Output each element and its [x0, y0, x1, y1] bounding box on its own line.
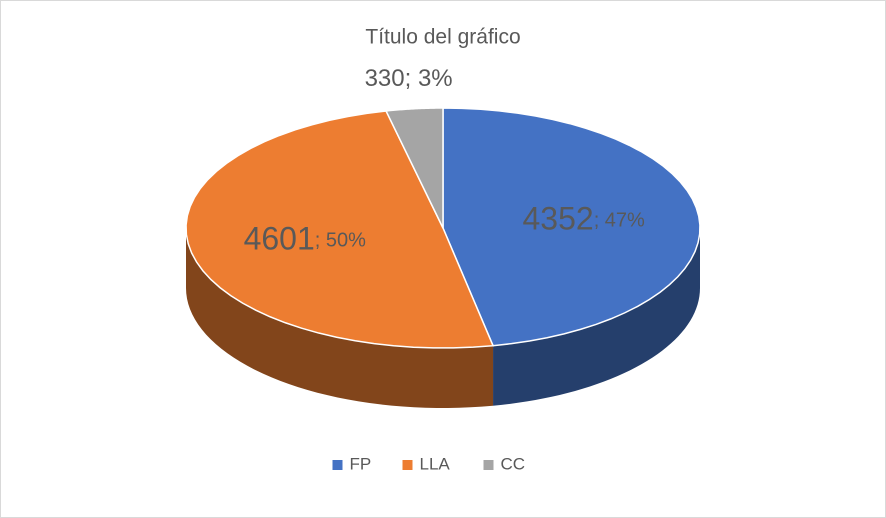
slice [185, 110, 495, 349]
slice-side [493, 228, 700, 406]
data-label-percent: ; 47% [594, 210, 645, 232]
legend-label: LLA [420, 454, 451, 473]
legend-swatch [332, 460, 343, 470]
slice-side [186, 228, 494, 408]
legend-swatch [402, 460, 413, 470]
legend-label: CC [501, 454, 526, 473]
data-label-value: 4601 [244, 221, 315, 257]
slice [442, 107, 701, 347]
data-label: 4352; 47% [523, 201, 646, 237]
slice [384, 107, 444, 229]
legend-swatch [483, 460, 494, 470]
data-label: 330; 3% [365, 65, 453, 92]
data-label: 4601; 50% [244, 221, 367, 257]
data-label-percent: ; 50% [315, 230, 366, 252]
data-label-percent: ; 3% [405, 65, 453, 92]
data-label-value: 330 [365, 65, 405, 92]
data-label-value: 4352 [523, 201, 594, 237]
legend-label: FP [350, 454, 372, 473]
chart-title: Título del gráfico [365, 26, 520, 49]
